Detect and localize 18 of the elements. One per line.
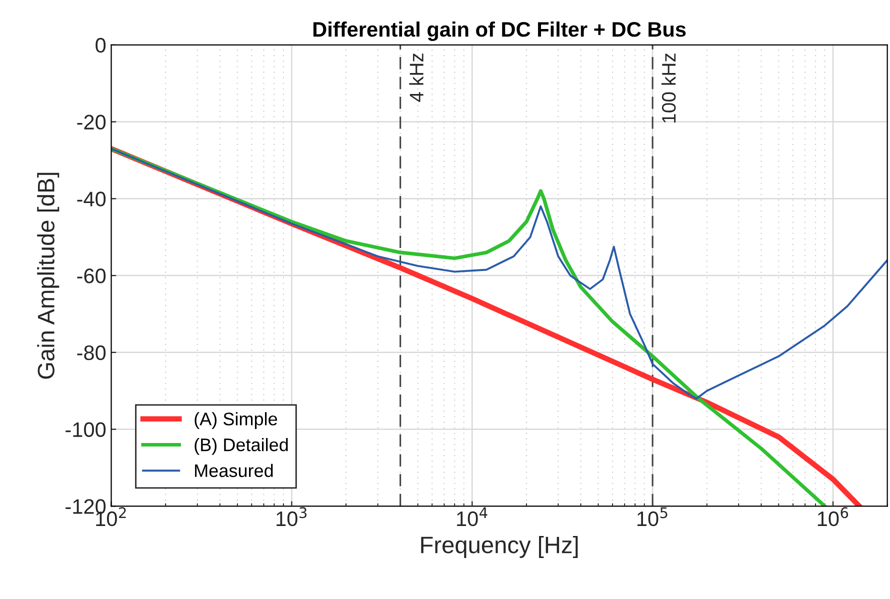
y-tick-label: -80	[77, 345, 106, 360]
x-tick-label: 10$^{6}$	[818, 507, 848, 526]
y-tick-label: -20	[77, 114, 106, 130]
legend-label: Measured	[195, 464, 273, 478]
x-tick-label: 10$^{3}$	[276, 507, 307, 526]
x-axis-title: Frequency [Hz]	[421, 536, 578, 558]
ref-line-label: 100 kHz	[661, 54, 676, 122]
y-axis-title: Gain Amplitude [dB]	[37, 172, 60, 379]
y-tick-label: -40	[77, 192, 106, 206]
x-tick-label: 10$^{5}$	[637, 507, 668, 526]
y-tick-label: -60	[77, 268, 106, 284]
legend-label: (B) Detailed	[194, 438, 288, 455]
chart-title: Differential gain of DC Filter + DC Bus	[313, 21, 686, 42]
ref-line-label: 4 kHz	[409, 54, 424, 102]
x-tick-label: 10$^{4}$	[457, 507, 488, 526]
legend-label: (A) Simple	[194, 412, 278, 429]
y-tick-label: 0	[96, 38, 106, 53]
y-tick-label: -100	[66, 422, 106, 438]
